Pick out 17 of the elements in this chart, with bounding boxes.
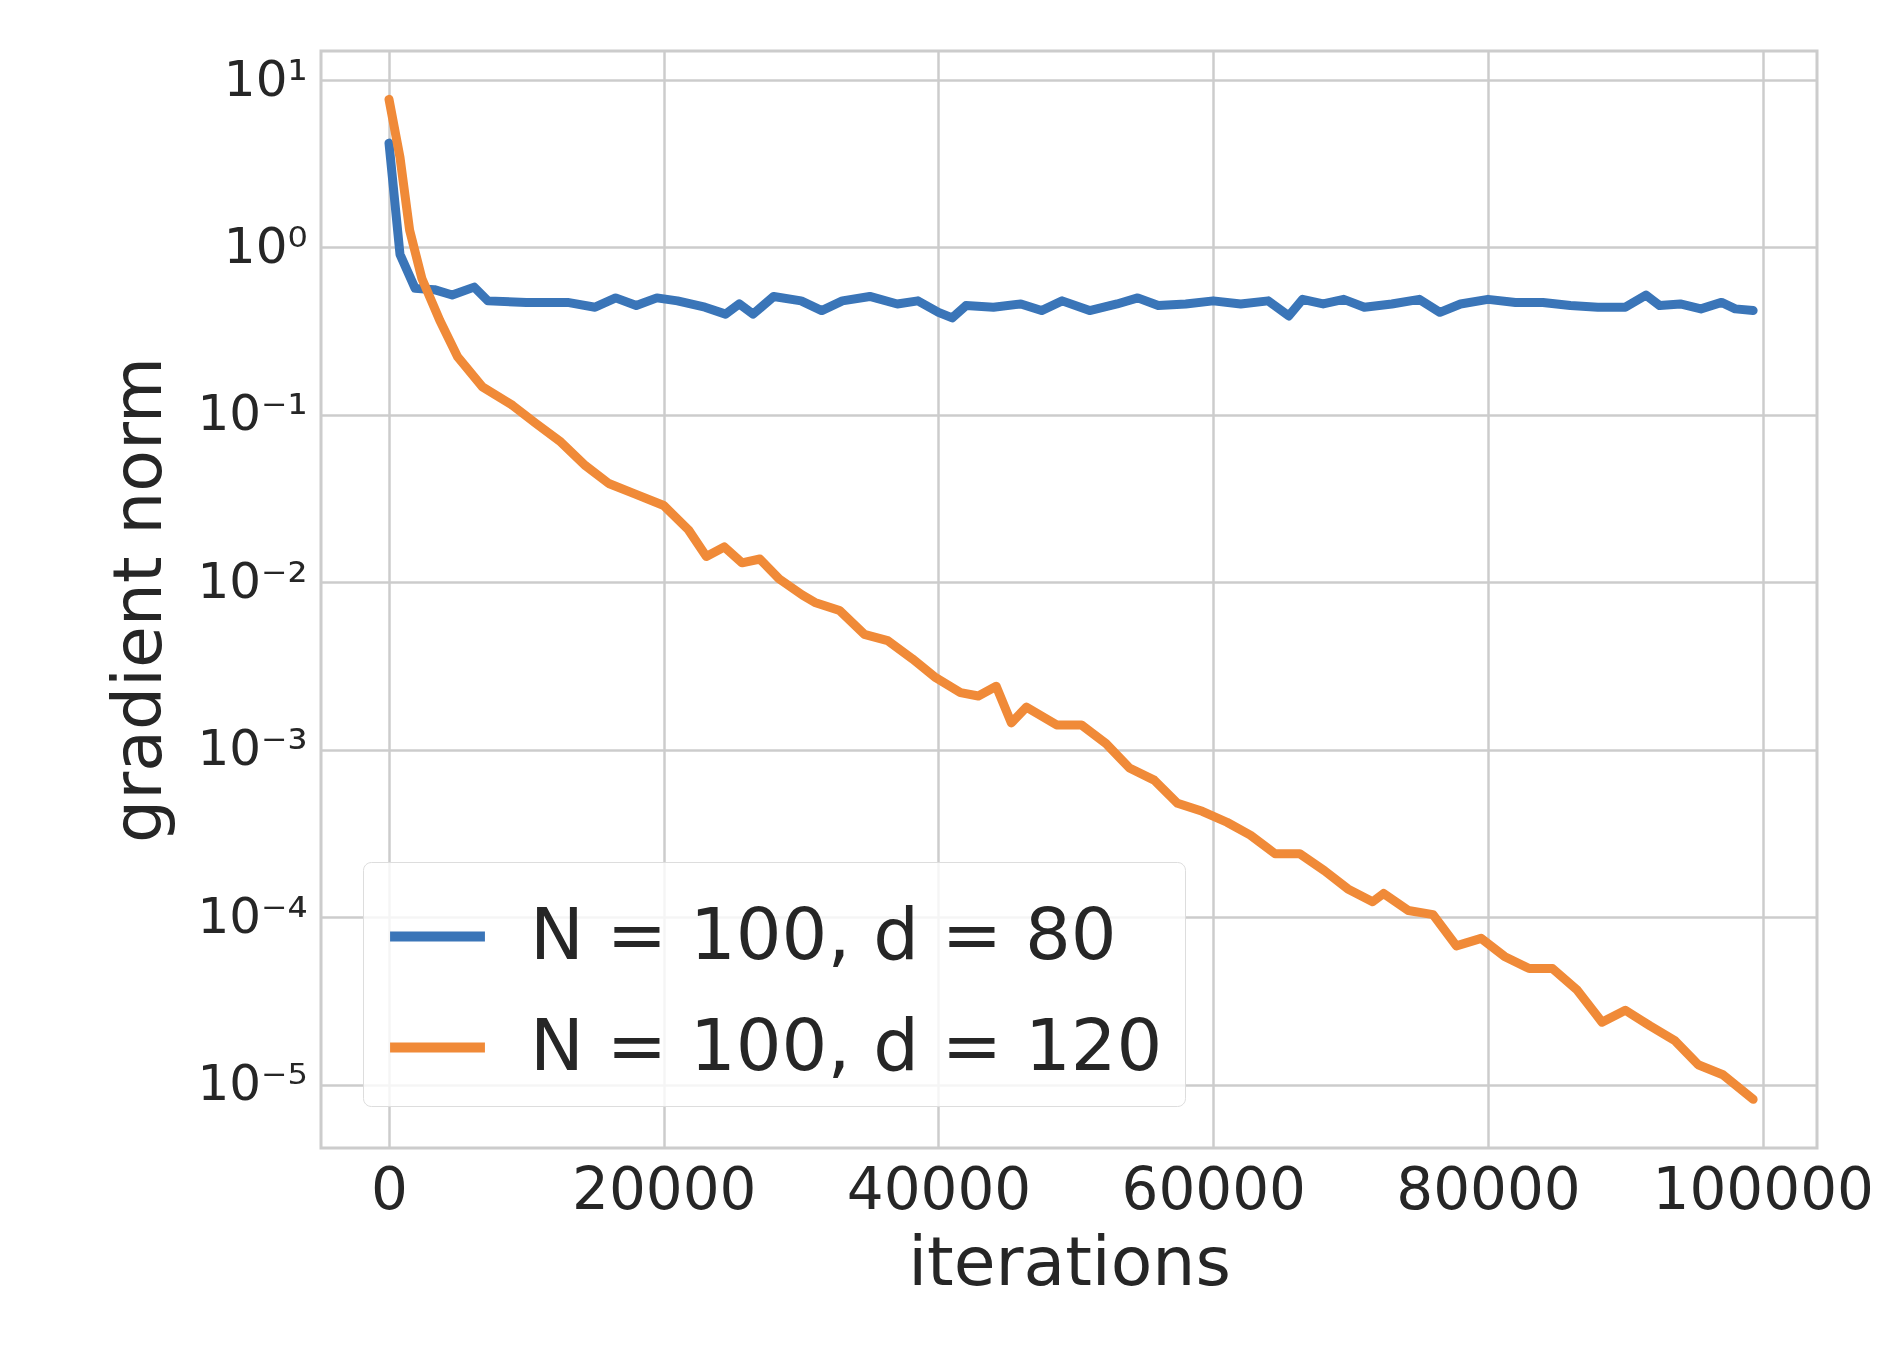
y-tick-label: 10⁻²	[197, 551, 308, 610]
legend-label: N = 100, d = 80	[530, 891, 1117, 976]
x-tick-label: 80000	[1396, 1154, 1581, 1223]
y-tick-label: 10⁻⁴	[197, 886, 308, 945]
x-tick-label: 100000	[1652, 1154, 1874, 1223]
y-tick-label: 10¹	[223, 49, 308, 108]
x-tick-label: 20000	[571, 1154, 757, 1223]
y-tick-label: 10⁰	[223, 216, 308, 275]
y-axis-title: gradient norm	[98, 357, 178, 843]
y-tick-label: 10⁻⁵	[197, 1054, 308, 1113]
y-tick-label: 10⁻¹	[197, 384, 308, 443]
x-tick-label: 0	[371, 1154, 408, 1223]
legend-label: N = 100, d = 120	[530, 1002, 1163, 1087]
x-axis-title: iterations	[908, 1221, 1231, 1301]
x-tick-label: 40000	[846, 1154, 1032, 1223]
x-tick-label: 60000	[1121, 1154, 1306, 1223]
y-tick-label: 10⁻³	[197, 719, 308, 778]
